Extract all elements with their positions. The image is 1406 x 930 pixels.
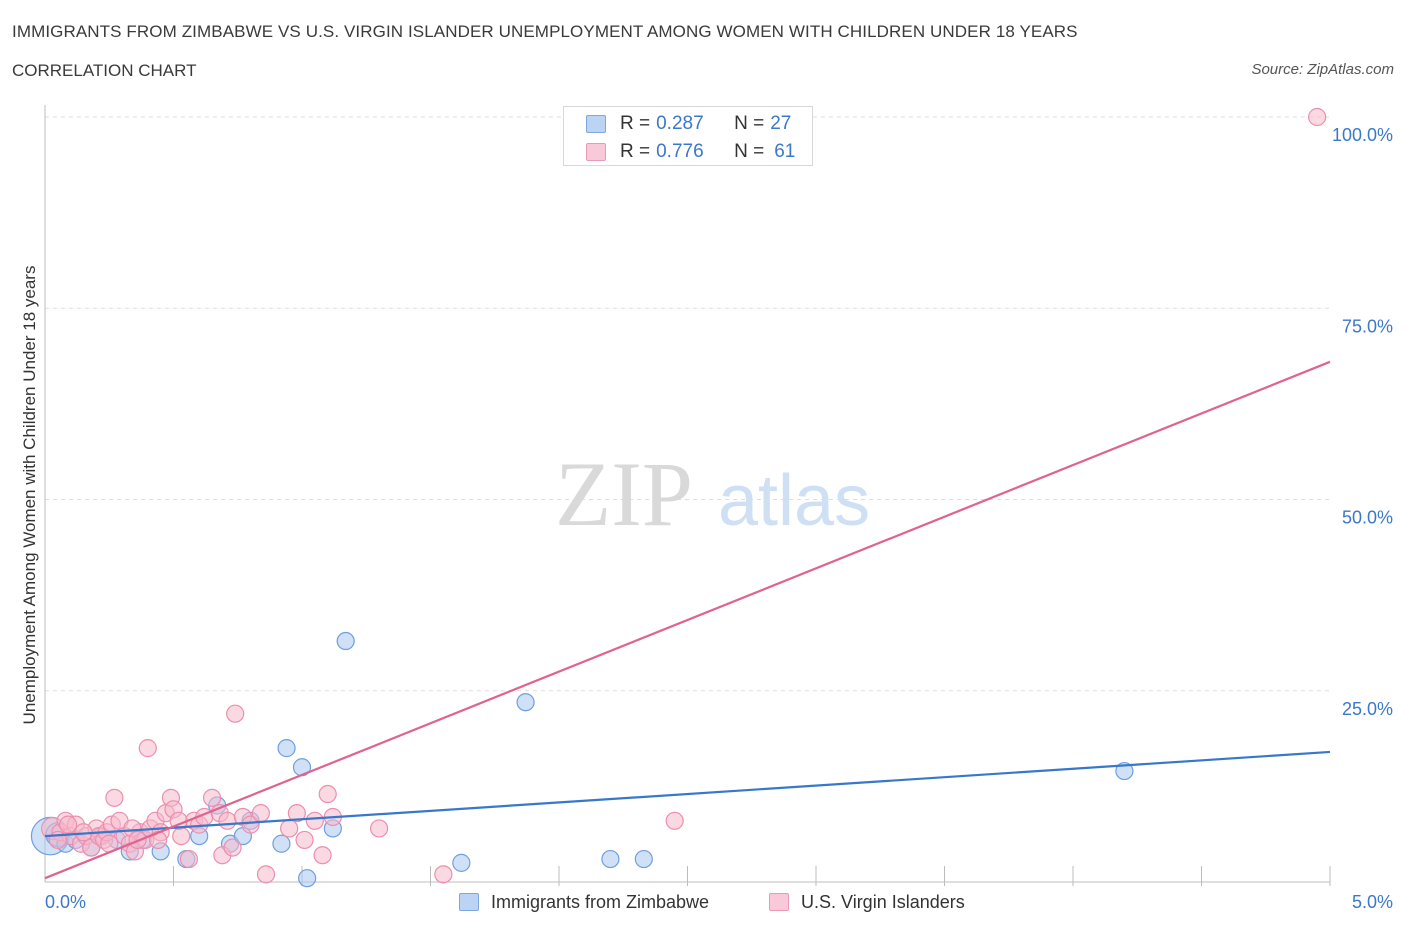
zimbabwe-point-25 xyxy=(634,849,653,869)
watermark-atlas: atlas xyxy=(718,461,870,541)
bottom-legend-label-zimbabwe: Immigrants from Zimbabwe xyxy=(491,891,710,912)
virgin-islander-point-39 xyxy=(241,815,260,834)
legend-n-label: N = xyxy=(734,141,765,162)
virgin-islander-point-35 xyxy=(218,811,237,830)
x-tick-label-1: 5.0% xyxy=(1352,892,1393,912)
virgin-islander-point-50 xyxy=(434,865,453,884)
legend-r-label: R = xyxy=(620,141,651,162)
virgin-islander-point-44 xyxy=(295,830,314,850)
zimbabwe-point-26 xyxy=(1115,761,1134,781)
virgin-islander-point-32 xyxy=(202,788,222,807)
legend-r-value: 0.287 xyxy=(656,113,704,134)
x-tick-label-0: 0.0% xyxy=(45,892,86,912)
legend-n-value: 27 xyxy=(770,113,792,134)
chart-subtitle: CORRELATION CHART xyxy=(12,61,197,80)
virgin-islander-trend-line xyxy=(44,360,1331,880)
bottom-legend-label-virgin-islanders: U.S. Virgin Islanders xyxy=(801,891,965,912)
zimbabwe-point-19 xyxy=(298,869,317,888)
chart-title: IMMIGRANTS FROM ZIMBABWE VS U.S. VIRGIN … xyxy=(12,22,1078,41)
legend-row-zimbabwe: R = 0.287 N = 27 xyxy=(586,112,791,136)
correlation-legend: R = 0.287 N = 27 R = 0.776 N = 61 xyxy=(563,106,813,166)
virgin-islander-point-42 xyxy=(280,819,299,838)
virgin-islander-point-28 xyxy=(179,849,199,869)
legend-n-label: N = xyxy=(734,113,765,134)
virgin-islander-point-36 xyxy=(223,838,242,857)
zimbabwe-point-16 xyxy=(272,834,291,853)
legend-n-value: 61 xyxy=(774,141,796,162)
legend-r-value: 0.776 xyxy=(656,141,704,162)
virgin-islander-point-40 xyxy=(251,804,270,823)
legend-row-virgin-islanders: R = 0.776 N = 61 xyxy=(586,140,795,164)
virgin-islander-point-21 xyxy=(138,739,157,758)
bottom-legend-virgin-islanders: U.S. Virgin Islanders xyxy=(769,890,965,914)
legend-swatch-blue xyxy=(586,115,606,133)
legend-r-label: R = xyxy=(620,113,651,134)
virgin-islander-point-49 xyxy=(370,819,389,838)
y-tick-label-3: 25.0% xyxy=(1342,699,1393,719)
virgin-islander-point-47 xyxy=(318,784,337,804)
watermark: ZIP atlas xyxy=(555,443,870,545)
trend-lines xyxy=(44,360,1331,880)
gridlines xyxy=(45,116,1330,692)
virgin-islander-point-27 xyxy=(172,826,191,846)
virgin-islander-point-41 xyxy=(256,865,276,884)
zimbabwe-point-17 xyxy=(277,739,296,758)
zimbabwe-trend-line xyxy=(44,750,1331,838)
bottom-legend-swatch-pink xyxy=(769,893,789,911)
virgin-islander-point-45 xyxy=(305,811,324,830)
y-tick-label-0: 100.0% xyxy=(1332,125,1393,145)
virgin-islander-point-51 xyxy=(665,811,684,830)
zimbabwe-point-22 xyxy=(452,853,471,872)
axes xyxy=(44,105,1331,886)
virgin-islander-point-37 xyxy=(226,704,245,723)
watermark-zip: ZIP xyxy=(555,443,693,545)
source-credit: Source: ZipAtlas.com xyxy=(1251,61,1394,78)
virgin-islander-point-13 xyxy=(105,788,124,807)
tick-labels: 100.0% 75.0% 50.0% 25.0% 0.0% 5.0% xyxy=(45,125,1393,912)
virgin-islander-point-43 xyxy=(287,804,306,823)
virgin-islander-point-58 xyxy=(148,830,168,850)
virgin-islander-point-52 xyxy=(1308,107,1327,127)
legend-swatch-pink xyxy=(586,143,606,161)
y-tick-label-2: 50.0% xyxy=(1342,508,1393,528)
zimbabwe-point-21 xyxy=(336,631,355,651)
virgin-islander-point-54 xyxy=(59,815,78,834)
bottom-legend-zimbabwe: Immigrants from Zimbabwe xyxy=(459,890,709,914)
zimbabwe-point-23 xyxy=(516,693,535,712)
zimbabwe-point-24 xyxy=(601,849,620,869)
virgin-islander-point-46 xyxy=(313,846,332,865)
y-tick-label-1: 75.0% xyxy=(1342,316,1393,336)
bottom-legend-swatch-blue xyxy=(459,893,479,911)
